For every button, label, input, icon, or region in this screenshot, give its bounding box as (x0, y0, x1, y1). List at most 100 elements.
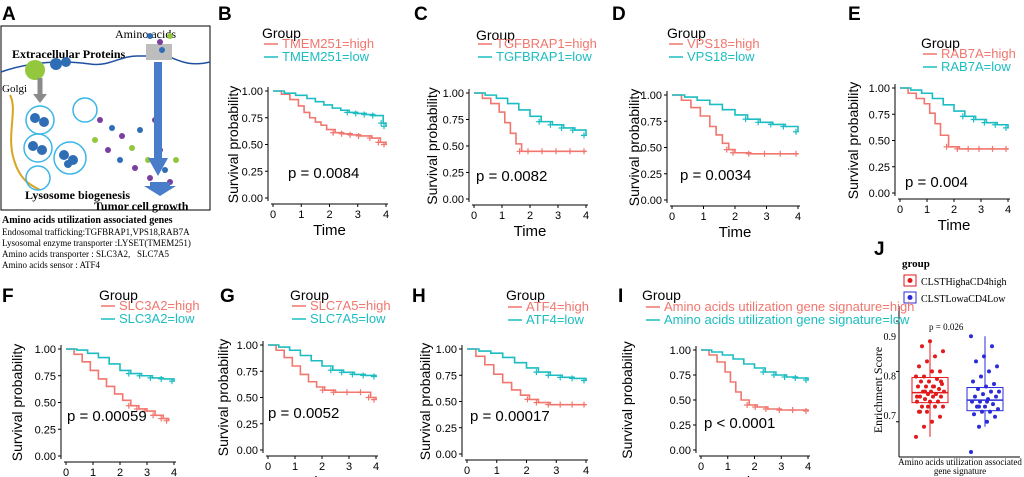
y-axis-title: Survival probability (619, 341, 635, 459)
censor-mark-high (789, 407, 796, 413)
data-point (933, 354, 937, 359)
y-tick-label: 0.75 (869, 109, 890, 121)
x-tick-label: 2 (751, 461, 757, 473)
p-value: p = 0.00017 (470, 408, 550, 425)
y-tick-label: 0.50 (869, 136, 890, 148)
panel-label-e: E (848, 4, 861, 25)
x-tick-label: 4 (583, 465, 589, 477)
data-point (989, 389, 993, 394)
data-point (972, 412, 976, 417)
censor-mark-high (355, 132, 362, 139)
data-point (930, 369, 934, 374)
golgi-shape (9, 94, 41, 191)
y-tick-label: 1.00 (237, 340, 258, 352)
censor-mark-high (761, 150, 768, 157)
censor-mark-high (163, 417, 170, 424)
tumor-arrow-base (150, 182, 170, 188)
group-title: Group (262, 25, 301, 41)
censor-mark-high (965, 145, 972, 152)
group-title: Group (667, 25, 706, 41)
p-value: p = 0.0084 (288, 165, 359, 182)
data-point (939, 379, 943, 384)
x-tick-label: 3 (553, 465, 559, 477)
data-point (977, 424, 981, 429)
censor-mark-low (360, 372, 367, 379)
data-point (917, 364, 921, 369)
km-curve-low (701, 349, 809, 380)
data-point (915, 399, 919, 404)
gene-line-3: Amino acids transporter : SLC3A2, SLC7A5 (2, 249, 169, 259)
data-point (977, 404, 981, 409)
data-point (987, 369, 991, 374)
data-point (930, 419, 934, 424)
golgi-arrow-head (33, 94, 47, 103)
x-tick-label: 1 (700, 211, 706, 223)
x-tick-label: 0 (270, 209, 276, 221)
extracellular-proteins-label: Extracellular Proteins (12, 47, 126, 61)
p-value: p = 0.004 (905, 174, 968, 191)
panel-label-a: A (2, 4, 16, 25)
p-value: p = 0.00059 (67, 408, 147, 425)
x-tick-label: 1 (298, 209, 304, 221)
censor-mark-low (371, 373, 377, 380)
censor-mark-low (770, 372, 777, 378)
panel-label-f: F (2, 286, 14, 307)
transporter-box (146, 44, 172, 60)
legend-label-low: TMEM251=low (282, 49, 370, 64)
boxplot-legend-title: group (902, 258, 930, 270)
legend-label-low: SLC7A5=low (310, 311, 386, 326)
legend-label-high: SLC7A5=high (310, 298, 391, 313)
km-curve-low (66, 348, 175, 382)
censor-mark-low (755, 119, 762, 126)
data-point (988, 409, 992, 414)
tumor-arrow-head (144, 186, 176, 196)
y-tick-label: 0.00 (242, 193, 263, 205)
legend-label-low: SLC3A2=low (119, 311, 195, 326)
group-title: Group (506, 287, 545, 303)
censor-mark-high (730, 149, 736, 156)
data-point (938, 369, 942, 374)
data-point (926, 392, 930, 397)
censor-mark-low (792, 375, 799, 381)
censor-mark-high (803, 408, 809, 414)
x-tick-label: 3 (763, 211, 769, 223)
group-title: Group (476, 27, 515, 43)
receptor-shape (25, 60, 45, 80)
panel-label-b: B (218, 4, 232, 25)
x-tick-label: 1 (924, 204, 930, 216)
x-tick-label: 3 (144, 467, 150, 477)
censor-mark-high (581, 148, 587, 155)
lysosome-group (23, 97, 98, 191)
censor-mark-low (981, 119, 988, 126)
data-point (934, 392, 938, 397)
legend-label-low: RAB7A=low (941, 59, 1011, 74)
y-tick-label: 0.75 (237, 366, 258, 378)
tumor-growth-label: Tumor cell growth (94, 199, 189, 213)
data-point (931, 394, 935, 399)
data-point (923, 389, 927, 394)
y-tick-label: 0.25 (35, 424, 56, 436)
boxplot-pvalue: p = 0.026 (929, 322, 964, 332)
y-tick-label: 0.75 (436, 370, 457, 382)
y-tick-label: 1.00 (670, 345, 691, 357)
censor-mark-high (539, 148, 545, 155)
censor-mark-high (793, 150, 799, 157)
censor-mark-high (569, 401, 576, 408)
censor-mark-low (327, 367, 334, 374)
x-tick-label: 4 (171, 467, 177, 477)
legend-label-high: VPS18=high (687, 36, 760, 51)
y-axis-title: Survival probability (424, 87, 440, 205)
y-tick-label: 0.50 (35, 398, 56, 410)
x-tick-label: 1 (494, 465, 500, 477)
y-tick-label: 0.00 (237, 445, 258, 457)
panel-label-d: D (612, 4, 626, 25)
y-tick-label: 0.75 (242, 113, 263, 125)
censor-mark-high (125, 402, 132, 409)
p-value: p = 0.0034 (680, 167, 751, 184)
x-tick-label: 0 (63, 467, 69, 477)
legend-key-low (903, 291, 917, 304)
x-tick-label: 2 (117, 467, 123, 477)
data-point (971, 379, 975, 384)
